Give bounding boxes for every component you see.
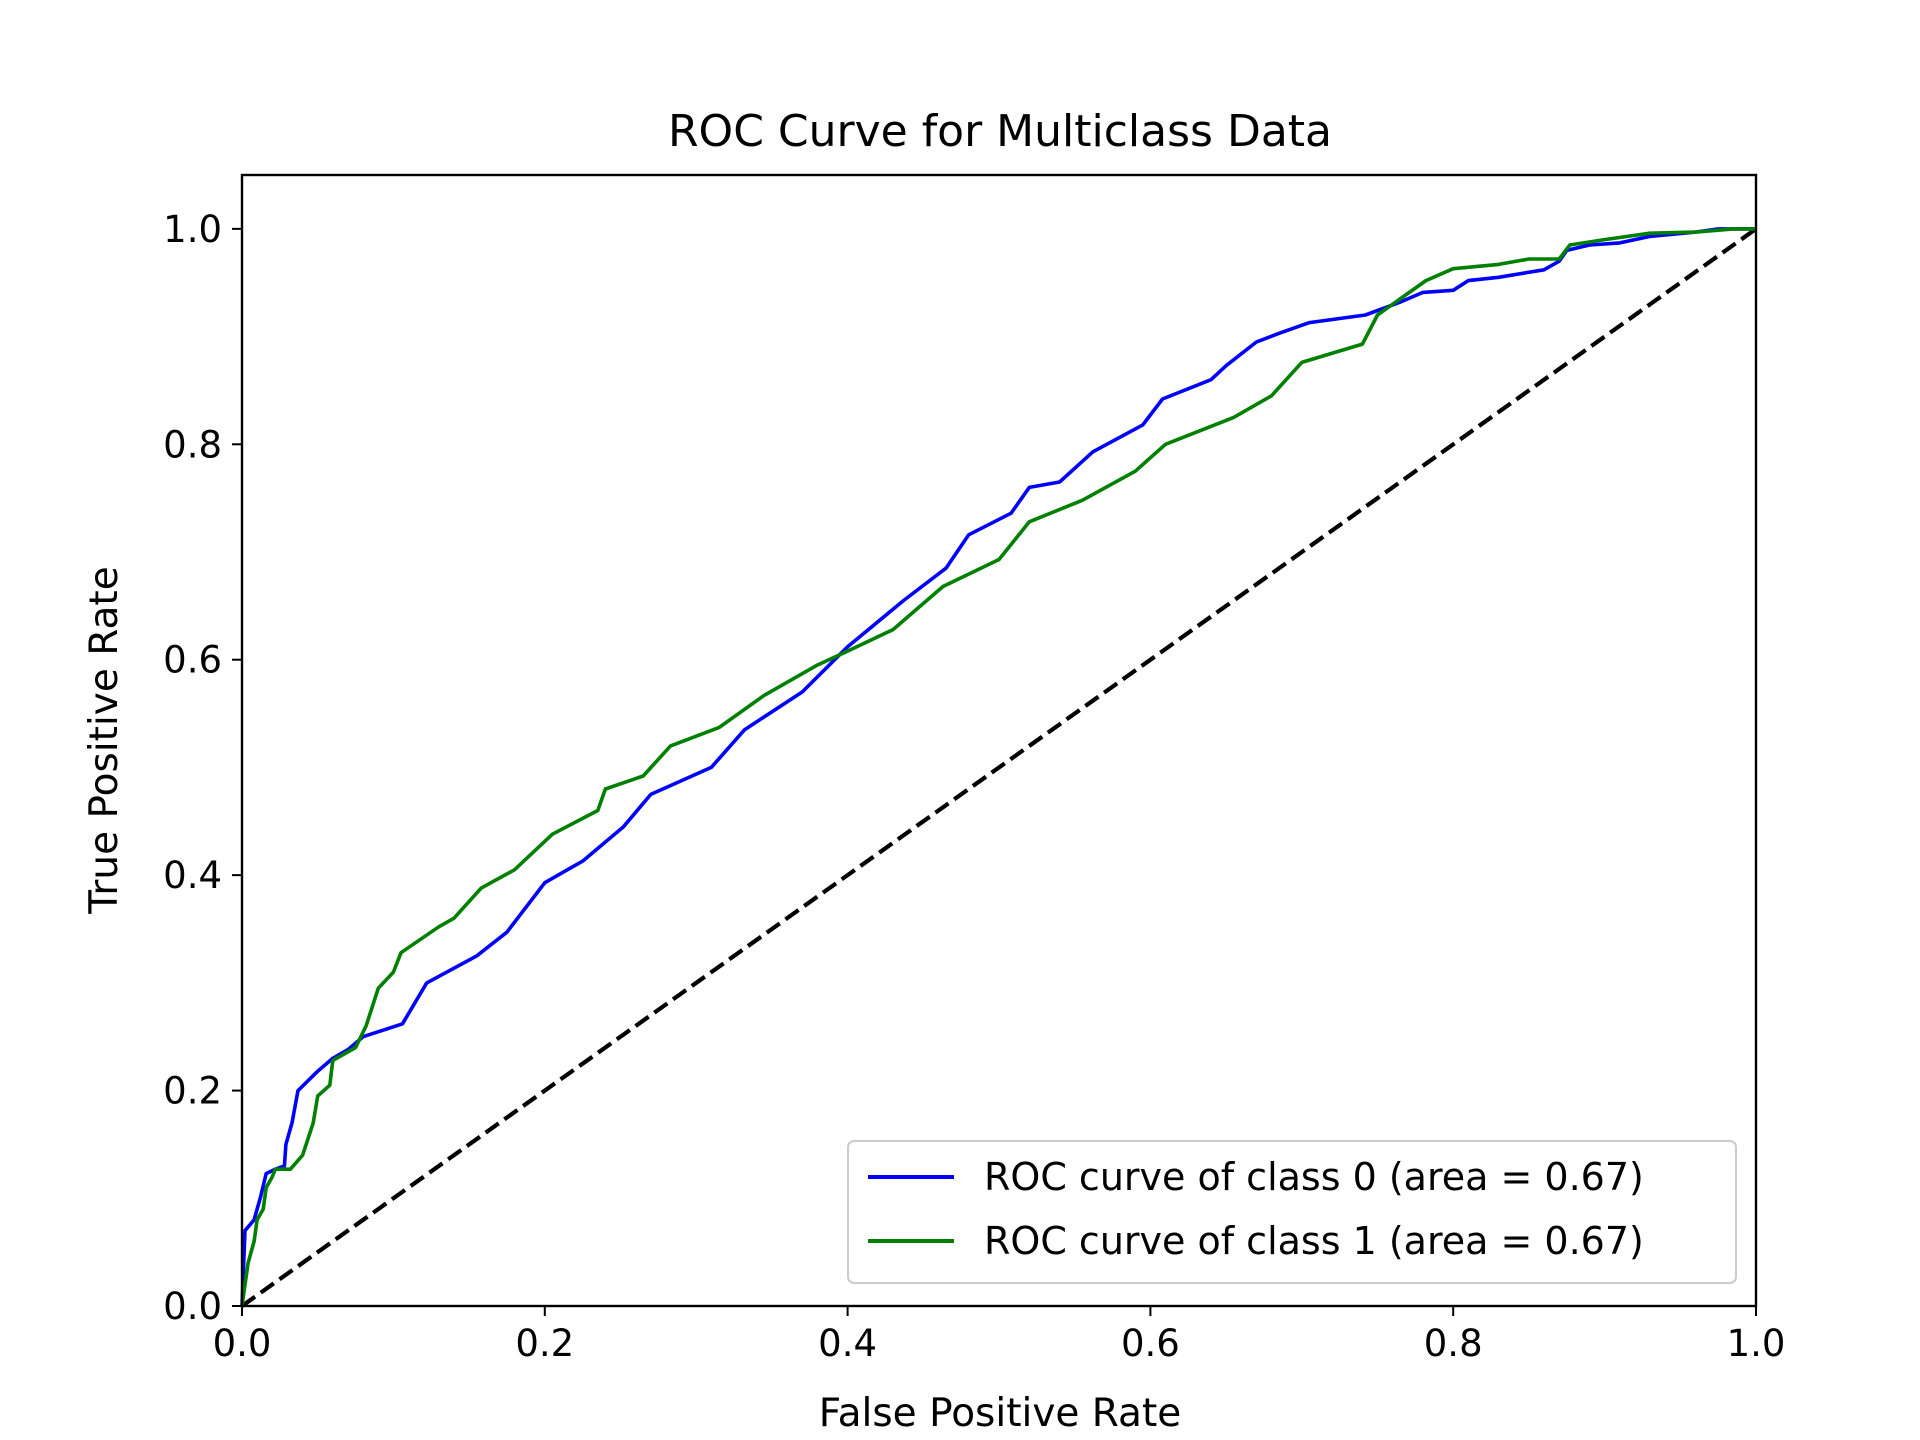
legend-label-class-0: ROC curve of class 0 (area = 0.67) <box>984 1155 1644 1199</box>
plot-area <box>240 227 1758 1308</box>
y-axis: 0.0 0.2 0.4 0.6 0.8 1.0 <box>163 208 242 1328</box>
y-tick-label: 0.4 <box>163 854 222 897</box>
roc-line-class-0 <box>240 227 1756 1307</box>
chance-diagonal-line <box>240 227 1758 1308</box>
plot-frame <box>240 173 1758 1308</box>
x-axis: 0.0 0.2 0.4 0.6 0.8 1.0 <box>213 1306 1786 1365</box>
y-axis-label: True Positive Rate <box>82 566 127 914</box>
x-tick-label: 0.0 <box>213 1322 272 1365</box>
legend-box <box>847 1140 1737 1284</box>
x-tick-label: 0.4 <box>818 1322 877 1365</box>
x-tick-label: 0.2 <box>515 1322 574 1365</box>
y-tick-label: 0.2 <box>163 1070 222 1113</box>
y-tick-label: 0.0 <box>163 1285 222 1328</box>
y-tick-label: 1.0 <box>163 208 222 251</box>
x-axis-label: False Positive Rate <box>819 1391 1181 1436</box>
x-tick-label: 0.8 <box>1424 1322 1483 1365</box>
roc-line-class-1 <box>240 227 1756 1307</box>
x-tick-label: 1.0 <box>1727 1322 1786 1365</box>
y-tick-label: 0.8 <box>163 423 222 466</box>
legend-label-class-1: ROC curve of class 1 (area = 0.67) <box>984 1219 1644 1263</box>
x-tick-label: 0.6 <box>1121 1322 1180 1365</box>
y-tick-label: 0.6 <box>163 639 222 682</box>
legend: ROC curve of class 0 (area = 0.67) ROC c… <box>847 1140 1737 1284</box>
chart-title: ROC Curve for Multiclass Data <box>668 106 1332 157</box>
